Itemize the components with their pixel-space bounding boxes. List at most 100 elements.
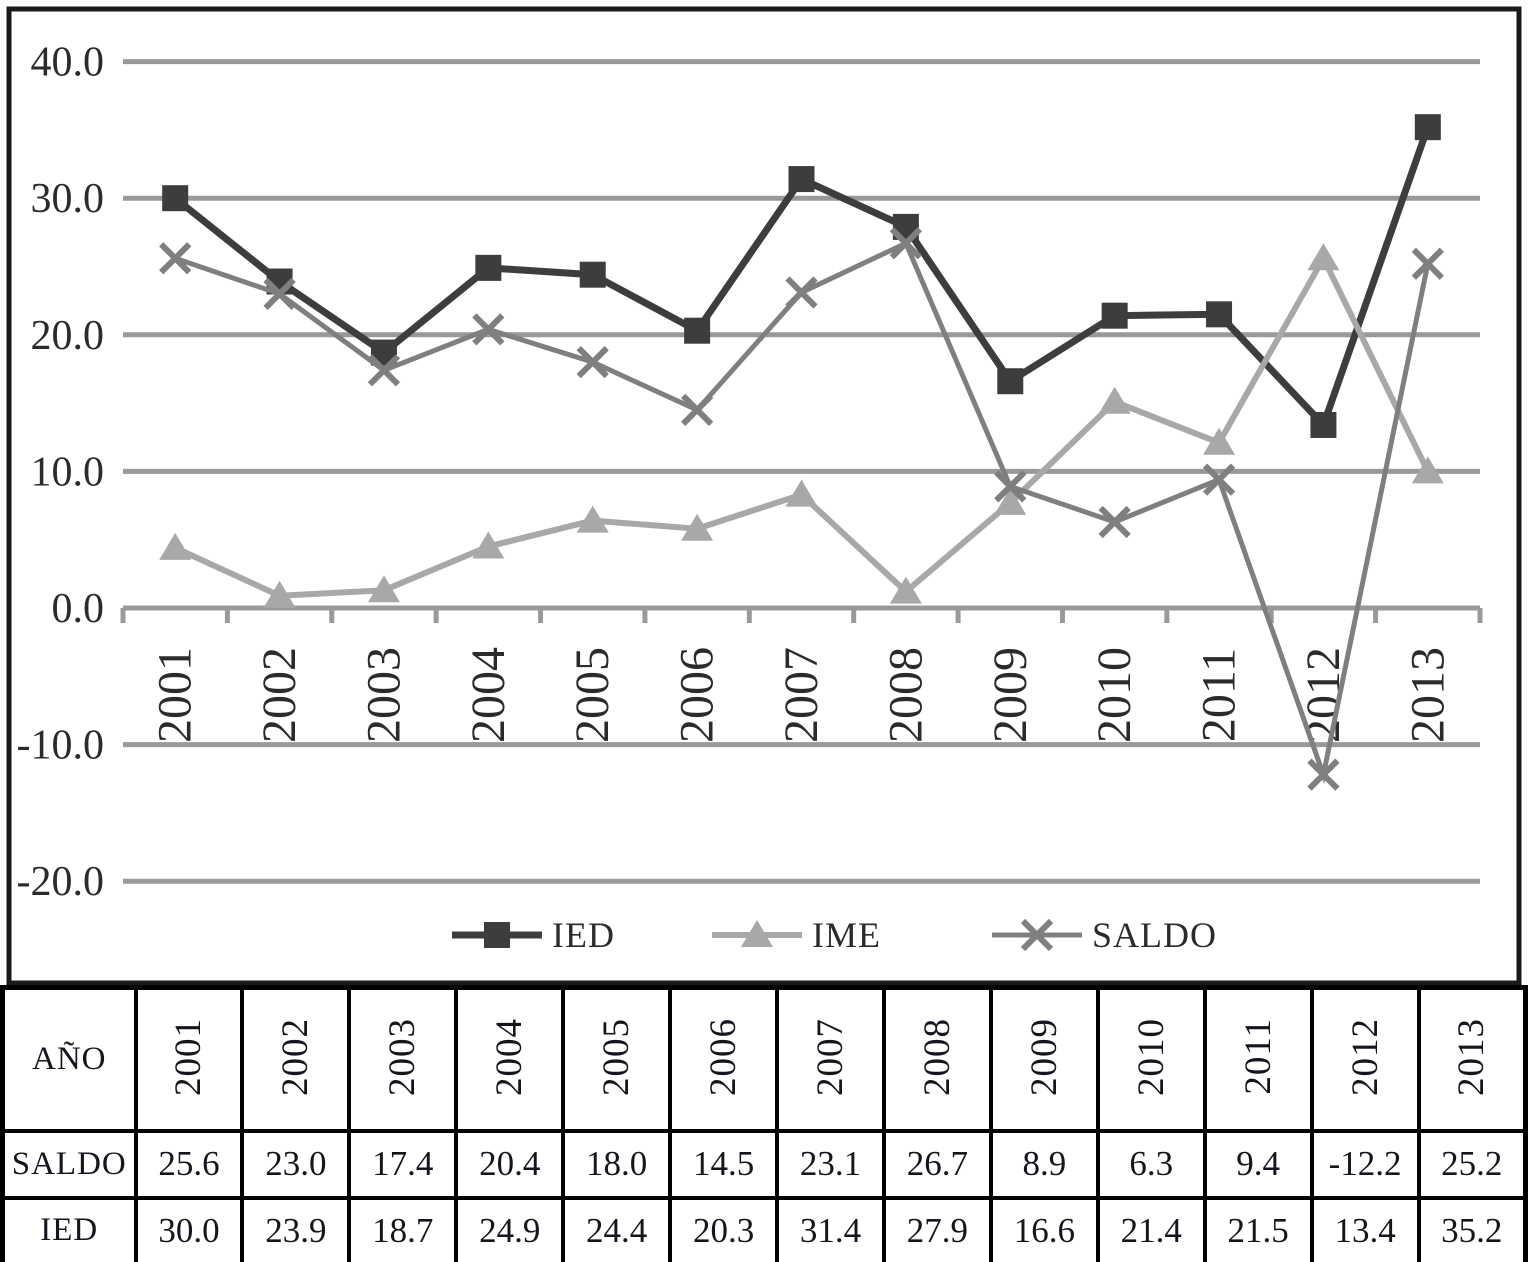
saldo-marker	[576, 345, 609, 379]
x-axis-year-label: 2009	[984, 647, 1037, 743]
data-table-wrap: AÑO 2001 2002 2003 2004 2005 2006 2007 2008 2009 2…	[0, 985, 1528, 1262]
x-axis-year-label: 2005	[566, 647, 619, 743]
x-axis-year-label: 2001	[149, 647, 202, 743]
table-year-cell: 2003	[347, 985, 459, 1133]
line-chart: 40.0 30.0 20.0 10.0 0.0 -10.0 -20.0 2001 2002 200…	[6, 6, 1522, 985]
table-value-cell: 35.2	[1416, 1195, 1528, 1262]
table-value-cell: 18.0	[561, 1128, 673, 1200]
saldo-marker	[785, 276, 818, 309]
legend-label-ied: IED	[552, 915, 615, 955]
table-value-cell: 8.9	[988, 1128, 1100, 1200]
ied-marker	[162, 185, 189, 212]
ied-marker	[788, 166, 815, 193]
table-value-cell: 26.7	[881, 1128, 993, 1200]
table-year-cell: 2007	[775, 985, 886, 1133]
table-year-label: 2003	[382, 1017, 424, 1096]
saldo-marker	[1307, 758, 1340, 791]
y-axis-tick-label: -20.0	[17, 859, 105, 905]
ime-marker	[367, 575, 400, 603]
x-axis-year-label: 2008	[879, 647, 932, 743]
table-year-cell: 2008	[881, 985, 993, 1133]
table-year-label: 2004	[489, 1017, 531, 1096]
table-row-label: SALDO	[0, 1128, 138, 1200]
y-axis-tick-label: 0.0	[52, 586, 105, 632]
table-year-label: 2007	[809, 1017, 851, 1096]
table-year-row: AÑO 2001 2002 2003 2004 2005 2006 2007 2008 2009 2…	[0, 985, 1528, 1133]
x-axis-year-label: 2002	[253, 647, 306, 743]
table-year-label: 2001	[168, 1017, 210, 1096]
x-axis-year-label: 2013	[1401, 647, 1454, 743]
ime-marker	[263, 580, 296, 608]
table-corner-cell: AÑO	[0, 985, 138, 1133]
saldo-marker	[680, 393, 714, 427]
y-axis-tick-label: -10.0	[17, 723, 105, 769]
table-year-label: 2008	[916, 1017, 958, 1096]
table-year-cell: 2010	[1095, 985, 1207, 1133]
table-value-cell: 21.5	[1202, 1195, 1314, 1262]
saldo-marker	[159, 242, 192, 275]
table-value-cell: 24.4	[561, 1195, 673, 1262]
x-axis-year-label: 2003	[357, 647, 410, 743]
ime-marker	[1098, 386, 1131, 414]
table-value-cell: 16.6	[988, 1195, 1100, 1262]
table-year-cell: 2011	[1202, 985, 1314, 1133]
table-value-cell: 14.5	[668, 1128, 780, 1200]
table-row-ied: IED 30.0 23.9 18.7 24.9 24.4 20.3 31.4 27.9 16.6 2…	[0, 1195, 1528, 1262]
ime-marker-legend	[741, 920, 773, 947]
table-value-cell: 23.1	[775, 1128, 886, 1200]
table-year-label: 2012	[1344, 1017, 1386, 1096]
table-value-cell: 6.3	[1095, 1128, 1207, 1200]
x-axis-year-label: 2007	[775, 647, 828, 743]
data-table: AÑO 2001 2002 2003 2004 2005 2006 2007 2008 2009 2…	[0, 985, 1528, 1262]
saldo-marker	[889, 227, 923, 260]
table-value-cell: 18.7	[347, 1195, 459, 1262]
table-value-cell: 24.9	[454, 1195, 566, 1262]
ime-marker	[681, 513, 714, 541]
ime-marker	[889, 576, 922, 604]
ied-marker	[475, 254, 502, 281]
table-year-cell: 2006	[668, 985, 780, 1133]
ied-marker	[1414, 114, 1441, 141]
ied-marker	[1310, 411, 1337, 438]
table-value-cell: 17.4	[347, 1128, 459, 1200]
saldo-marker	[1411, 247, 1444, 280]
table-value-cell: 30.0	[133, 1195, 245, 1262]
table-year-label: 2002	[275, 1017, 317, 1096]
saldo-marker	[263, 277, 296, 310]
x-axis-year-label: 2004	[462, 647, 515, 743]
table-year-cell: 2001	[133, 985, 245, 1133]
table-value-cell: 23.0	[240, 1128, 352, 1200]
ied-marker	[1101, 302, 1128, 329]
table-value-cell: 9.4	[1202, 1128, 1314, 1200]
ied-marker	[579, 261, 606, 288]
ime-marker	[576, 505, 609, 533]
table-year-cell: 2013	[1416, 985, 1528, 1133]
legend-label-saldo: SALDO	[1092, 915, 1217, 955]
legend-label-ime: IME	[812, 915, 881, 955]
saldo-marker	[1098, 505, 1131, 539]
ime-marker	[1307, 243, 1340, 271]
table-year-cell: 2012	[1309, 985, 1421, 1133]
table-year-label: 2013	[1451, 1017, 1493, 1096]
ied-marker-legend	[484, 922, 510, 948]
table-year-label: 2011	[1237, 1018, 1279, 1096]
table-value-cell: 13.4	[1309, 1195, 1421, 1262]
x-axis-year-label: 2011	[1193, 648, 1246, 742]
table-value-cell: -12.2	[1309, 1128, 1421, 1200]
saldo-marker	[367, 354, 401, 387]
ime-marker	[785, 479, 818, 507]
saldo-marker-legend	[1020, 918, 1054, 952]
ied-marker	[684, 317, 711, 344]
table-year-cell: 2004	[454, 985, 566, 1133]
saldo-marker	[1202, 463, 1236, 496]
y-axis-tick-label: 40.0	[31, 40, 105, 86]
table-value-cell: 25.6	[133, 1128, 245, 1200]
ime-marker	[994, 487, 1027, 515]
table-year-cell: 2002	[240, 985, 352, 1133]
table-row-label: IED	[0, 1195, 138, 1262]
ime-marker	[159, 532, 192, 560]
ied-marker	[1206, 301, 1233, 328]
y-axis-tick-label: 10.0	[31, 449, 105, 495]
table-year-cell: 2005	[561, 985, 673, 1133]
